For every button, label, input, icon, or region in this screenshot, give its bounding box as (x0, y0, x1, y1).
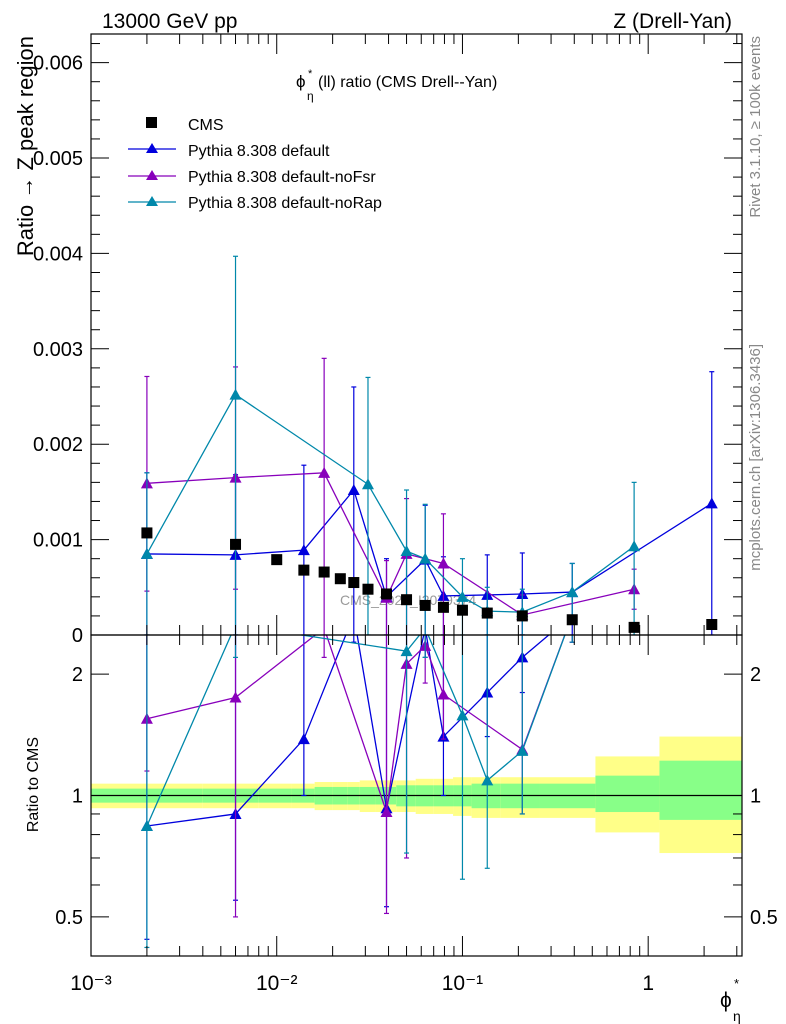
cms-data-point (141, 527, 153, 539)
svg-text:*: * (308, 68, 313, 80)
ratio-point-nofsr (380, 806, 393, 818)
ratio-point-norap (516, 744, 529, 756)
main-point-norap (229, 388, 242, 400)
main-line-norap (146, 393, 635, 613)
x-tick-label: 1 (642, 972, 654, 995)
main-y-tick-label: 0.001 (33, 530, 83, 552)
process-label: Z (Drell-Yan) (613, 10, 732, 33)
cms-data-point (362, 583, 374, 595)
ratio-y-tick-label: 0.5 (55, 907, 83, 929)
uncertainty-band-inner (595, 775, 660, 813)
ratio-y-tick-label-right: 1 (750, 786, 761, 808)
svg-text:*: * (734, 976, 739, 991)
ratio-point-norap (400, 645, 413, 657)
ratio-line-default (146, 635, 550, 827)
cms-data-point (706, 619, 718, 631)
main-y-tick-label: 0.003 (33, 339, 83, 361)
cms-data-point (566, 614, 578, 626)
cms-data-point (230, 538, 242, 550)
ratio-point-norap (481, 774, 494, 786)
cms-data-point (381, 588, 393, 600)
energy-label: 13000 GeV pp (102, 10, 237, 33)
main-y-axis-title: Ratio → Z peak region (13, 36, 38, 256)
main-point-norap (140, 547, 153, 559)
legend-cms-label: CMS (188, 117, 224, 134)
main-point-norap (456, 590, 469, 602)
uncertainty-band-inner (659, 760, 742, 820)
svg-text:ϕ: ϕ (296, 72, 306, 91)
cms-data-point (516, 610, 528, 622)
plot-title: ϕ * η (ll) ratio (CMS Drell--Yan) (296, 68, 497, 103)
cms-data-point (298, 564, 310, 576)
ratio-y-axis-title: Ratio to CMS (25, 737, 42, 832)
ratio-point-nofsr (437, 688, 450, 700)
ratio-y-tick-label: 2 (72, 664, 83, 686)
ratio-y-tick-label-right: 2 (750, 664, 761, 686)
legend-nofsr-marker (146, 170, 158, 180)
ratio-y-tick-label-right: 0.5 (750, 907, 778, 929)
main-point-default (705, 497, 718, 509)
main-point-norap (419, 552, 432, 564)
main-point-norap (628, 540, 641, 552)
main-point-norap (361, 478, 374, 490)
cms-data-point (318, 566, 330, 578)
axes: 0 0.001 0.002 0.003 0.004 0.005 0.006 0.5 0.5 1 1 2… (33, 33, 778, 995)
x-axis-title: ϕ * η (720, 976, 741, 1024)
main-point-nofsr (318, 466, 331, 478)
main-panel-data (140, 255, 718, 635)
main-y-tick-label: 0.005 (33, 148, 83, 170)
cms-data-point (628, 621, 640, 633)
ratio-point-norap (456, 709, 469, 721)
cms-data-point (456, 604, 468, 616)
ratio-point-norap (140, 820, 153, 832)
main-point-nofsr (437, 557, 450, 569)
main-y-tick-label: 0.006 (33, 53, 83, 75)
ratio-panel-data (91, 635, 742, 949)
main-y-tick-label: 0 (72, 625, 83, 647)
x-tick-label: 10⁻² (256, 972, 297, 995)
legend-nofsr-label: Pythia 8.308 default-noFsr (188, 169, 376, 186)
main-y-tick-label: 0.002 (33, 434, 83, 456)
legend-norap-marker (146, 196, 158, 206)
legend-default-marker (146, 143, 158, 153)
x-tick-label: 10⁻³ (70, 972, 111, 995)
ratio-y-tick-label: 1 (72, 786, 83, 808)
main-point-norap (400, 545, 413, 557)
legend-norap-label: Pythia 8.308 default-noRap (188, 195, 382, 212)
cms-data-point (437, 601, 449, 613)
main-line-nofsr (146, 472, 635, 616)
main-point-default (347, 483, 360, 495)
mcplots-source-label: mcplots.cern.ch [arXiv:1306.3436] (747, 344, 764, 571)
cms-data-point (348, 577, 360, 589)
main-point-norap (566, 586, 579, 598)
svg-text:ϕ: ϕ (720, 989, 732, 1012)
cms-data-point (401, 594, 413, 606)
svg-text:η: η (307, 89, 314, 103)
rivet-version-label: Rivet 3.1.10, ≥ 100k events (747, 36, 764, 218)
svg-text:(ll) ratio (CMS Drell--Yan): (ll) ratio (CMS Drell--Yan) (318, 74, 497, 91)
cms-data-point (481, 607, 493, 619)
cms-data-point (271, 554, 283, 566)
legend-cms-marker (146, 117, 157, 128)
x-tick-label: 10⁻¹ (442, 972, 483, 995)
ratio-point-default (297, 733, 310, 745)
svg-text:η: η (733, 1008, 741, 1024)
ratio-point-nofsr (229, 691, 242, 703)
cms-data-point (419, 599, 431, 611)
cms-data-point (334, 573, 346, 585)
main-y-tick-label: 0.004 (33, 243, 83, 265)
legend: CMS Pythia 8.308 default Pythia 8.308 de… (128, 117, 382, 212)
main-point-default (297, 544, 310, 556)
legend-default-label: Pythia 8.308 default (188, 143, 330, 160)
